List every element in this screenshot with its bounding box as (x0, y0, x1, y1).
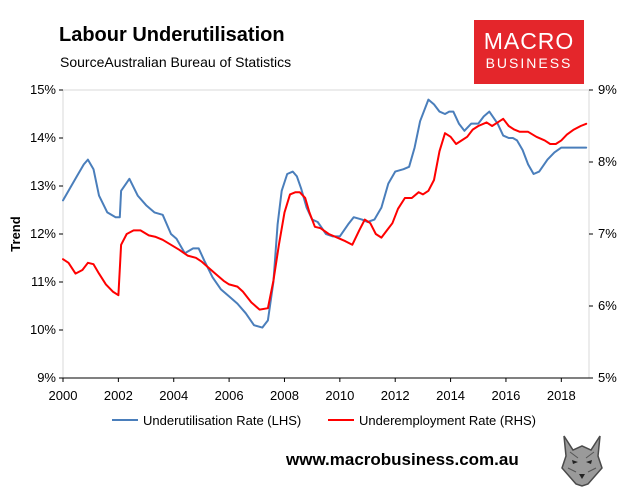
series-line-2 (62, 117, 588, 311)
x-tick-label: 2016 (491, 388, 520, 403)
y-left-tick-label: 12% (30, 226, 56, 241)
y-right-tick-label: 8% (598, 154, 617, 169)
legend-label-1: Underutilisation Rate (LHS) (143, 413, 301, 428)
logo-line-1: MACRO (483, 28, 575, 54)
x-tick-label: 2006 (215, 388, 244, 403)
macrobusiness-logo: MACRO BUSINESS (474, 20, 584, 84)
x-tick-label: 2018 (547, 388, 576, 403)
y-left-tick-label: 15% (30, 82, 56, 97)
x-tick-label: 2008 (270, 388, 299, 403)
y-left-tick-label: 13% (30, 178, 56, 193)
x-tick-label: 2014 (436, 388, 465, 403)
y-axis-label: Trend (8, 216, 23, 251)
x-tick-label: 2002 (104, 388, 133, 403)
y-right-tick-label: 5% (598, 370, 617, 385)
y-right-tick-label: 6% (598, 298, 617, 313)
x-tick-label: 2010 (325, 388, 354, 403)
x-tick-label: 2004 (159, 388, 188, 403)
wolf-logo-icon (561, 435, 603, 487)
y-right-tick-label: 7% (598, 226, 617, 241)
x-tick-label: 2012 (381, 388, 410, 403)
series-line-1 (62, 98, 588, 329)
chart-source: SourceAustralian Bureau of Statistics (60, 54, 292, 70)
logo-line-2: BUSINESS (485, 55, 573, 71)
y-left-tick-label: 11% (31, 274, 56, 289)
chart-title: Labour Underutilisation (59, 24, 285, 46)
y-left-tick-label: 10% (30, 322, 56, 337)
y-left-tick-label: 14% (30, 130, 56, 145)
footer-url: www.macrobusiness.com.au (286, 450, 519, 469)
x-tick-label: 2000 (49, 388, 78, 403)
legend-label-2: Underemployment Rate (RHS) (359, 413, 536, 428)
y-right-tick-label: 9% (598, 82, 617, 97)
y-left-tick-label: 9% (37, 370, 56, 385)
